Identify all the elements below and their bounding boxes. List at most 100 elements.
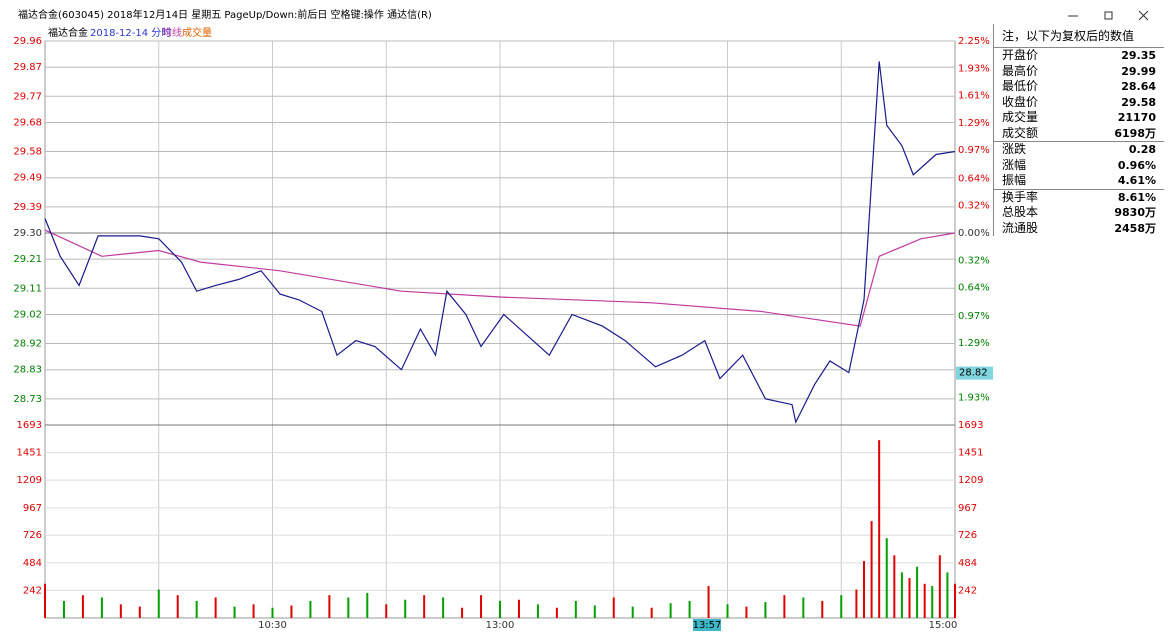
volume-bar <box>593 605 596 618</box>
vol-tick-label: 1451 <box>17 448 42 459</box>
volume-bar <box>688 600 691 618</box>
y2-tick-label: 1.29% <box>958 338 990 349</box>
volume-bar <box>631 606 634 618</box>
volume-bar <box>574 600 577 618</box>
info-value: 6198万 <box>1114 126 1156 140</box>
y2-tick-label: 0.32% <box>958 255 990 266</box>
volume-bar <box>176 595 179 618</box>
info-value: 0.28 <box>1128 143 1156 156</box>
vol-tick-label: 242 <box>23 585 42 596</box>
info-row: 最高价 29.99 <box>994 64 1164 80</box>
avg-line <box>44 229 956 327</box>
volume-bar <box>423 595 426 618</box>
info-note: 注，以下为复权后的数值 <box>1002 29 1135 43</box>
vol-tick-label: 967 <box>23 503 42 514</box>
vol-tick-label-right: 1693 <box>958 420 983 431</box>
volume-bar <box>954 583 956 618</box>
info-row: 振幅 4.61% <box>994 173 1164 189</box>
volume-bar <box>81 595 84 618</box>
time-axis <box>0 630 993 642</box>
info-row: 总股本 9830万 <box>994 205 1164 221</box>
vol-tick-label-right: 1209 <box>958 475 983 486</box>
info-row: 成交量 21170 <box>994 110 1164 126</box>
volume-bar <box>726 604 729 618</box>
last-price-label: 28.82 <box>959 368 988 379</box>
vol-tick-label-right: 726 <box>958 530 977 541</box>
info-value: 8.61% <box>1117 190 1156 204</box>
volume-bar <box>517 599 520 618</box>
volume-bar <box>328 595 331 618</box>
volume-bar <box>347 597 350 618</box>
volume-bar <box>821 600 824 618</box>
volume-bar <box>499 600 501 618</box>
vol-tick-label: 1693 <box>17 420 42 431</box>
legend-avg: 均线 <box>162 26 182 39</box>
chart: 福达合金(603045) 2018年12月14日 星期五 PageUp/Down… <box>0 0 993 642</box>
volume-bar <box>938 555 941 618</box>
volume-bar <box>764 602 767 618</box>
legend-stock: 福达合金 <box>48 26 88 39</box>
vol-tick-label: 726 <box>23 530 42 541</box>
cursor-time: 13:57 <box>693 620 722 631</box>
info-row: 开盘价 29.35 <box>994 48 1164 64</box>
info-group: 换手率 8.61% 总股本 9830万 流通股 2458万 <box>994 188 1164 237</box>
y2-tick-label: 2.25% <box>958 36 990 47</box>
volume-bar <box>404 599 407 618</box>
volume-bar <box>612 597 615 618</box>
y-tick-label: 29.02 <box>13 309 42 320</box>
volume-bar <box>44 583 46 618</box>
title-bar <box>0 0 993 26</box>
y-tick-label: 29.96 <box>13 36 42 47</box>
info-label: 涨幅 <box>1002 157 1027 172</box>
info-label: 成交额 <box>1002 125 1039 140</box>
info-value: 29.99 <box>1121 64 1156 78</box>
close[interactable] <box>1138 10 1149 21</box>
volume-bar <box>802 597 805 618</box>
info-row: 收盘价 29.58 <box>994 95 1164 111</box>
volume-bar <box>916 566 919 618</box>
y-tick-label: 29.49 <box>13 173 42 184</box>
info-value: 28.64 <box>1121 80 1156 93</box>
volume-bar <box>442 597 445 618</box>
y-tick-label: 29.87 <box>13 62 42 73</box>
info-value: 29.35 <box>1121 49 1156 62</box>
y2-tick-label: 1.93% <box>958 393 990 404</box>
info-group: 开盘价 29.35 最高价 29.99 最低价 28.64 收盘价 29.58 成交量 21170… <box>994 47 1164 141</box>
volume-bar <box>536 604 539 618</box>
volume-bar <box>669 603 672 618</box>
volume-bar <box>100 597 103 618</box>
info-group: 涨跌 0.28 涨幅 0.96% 振幅 4.61% <box>994 141 1164 189</box>
volume-bar <box>707 586 710 618</box>
y-tick-label: 29.11 <box>13 283 42 294</box>
volume-bar <box>252 604 255 618</box>
y2-tick-label: 1.61% <box>958 91 990 102</box>
volume-bar <box>946 572 949 618</box>
volume-bar <box>840 595 843 618</box>
volume-bar <box>931 586 934 618</box>
volume-bar <box>908 578 911 618</box>
y2-tick-label: 0.97% <box>958 145 990 156</box>
x-tick-label: 13:00 <box>486 620 515 631</box>
volume-bar <box>878 440 881 618</box>
info-row: 换手率 8.61% <box>994 190 1164 206</box>
volume-bar <box>119 604 122 618</box>
info-row: 涨跌 0.28 <box>994 142 1164 158</box>
volume-bar <box>900 572 903 618</box>
info-label: 成交量 <box>1002 110 1039 124</box>
volume-bar <box>650 607 653 618</box>
restore[interactable] <box>1104 11 1113 20</box>
volume-bar <box>555 607 558 618</box>
volume-bar <box>157 589 160 618</box>
x-tick-label: 15:00 <box>929 620 958 631</box>
cursor-time-box <box>693 619 721 631</box>
y2-tick-label: 0.64% <box>958 173 990 184</box>
info-value: 9830万 <box>1114 206 1156 219</box>
y2-tick-label: 0.64% <box>958 283 990 294</box>
info-value: 21170 <box>1117 111 1156 124</box>
info-row: 最低价 28.64 <box>994 79 1164 95</box>
volume-bar <box>233 606 236 618</box>
y-tick-label: 29.68 <box>13 117 42 128</box>
volume-bar <box>893 555 896 618</box>
y2-tick-label: 0.32% <box>958 201 990 212</box>
y-tick-label: 29.39 <box>13 202 42 213</box>
